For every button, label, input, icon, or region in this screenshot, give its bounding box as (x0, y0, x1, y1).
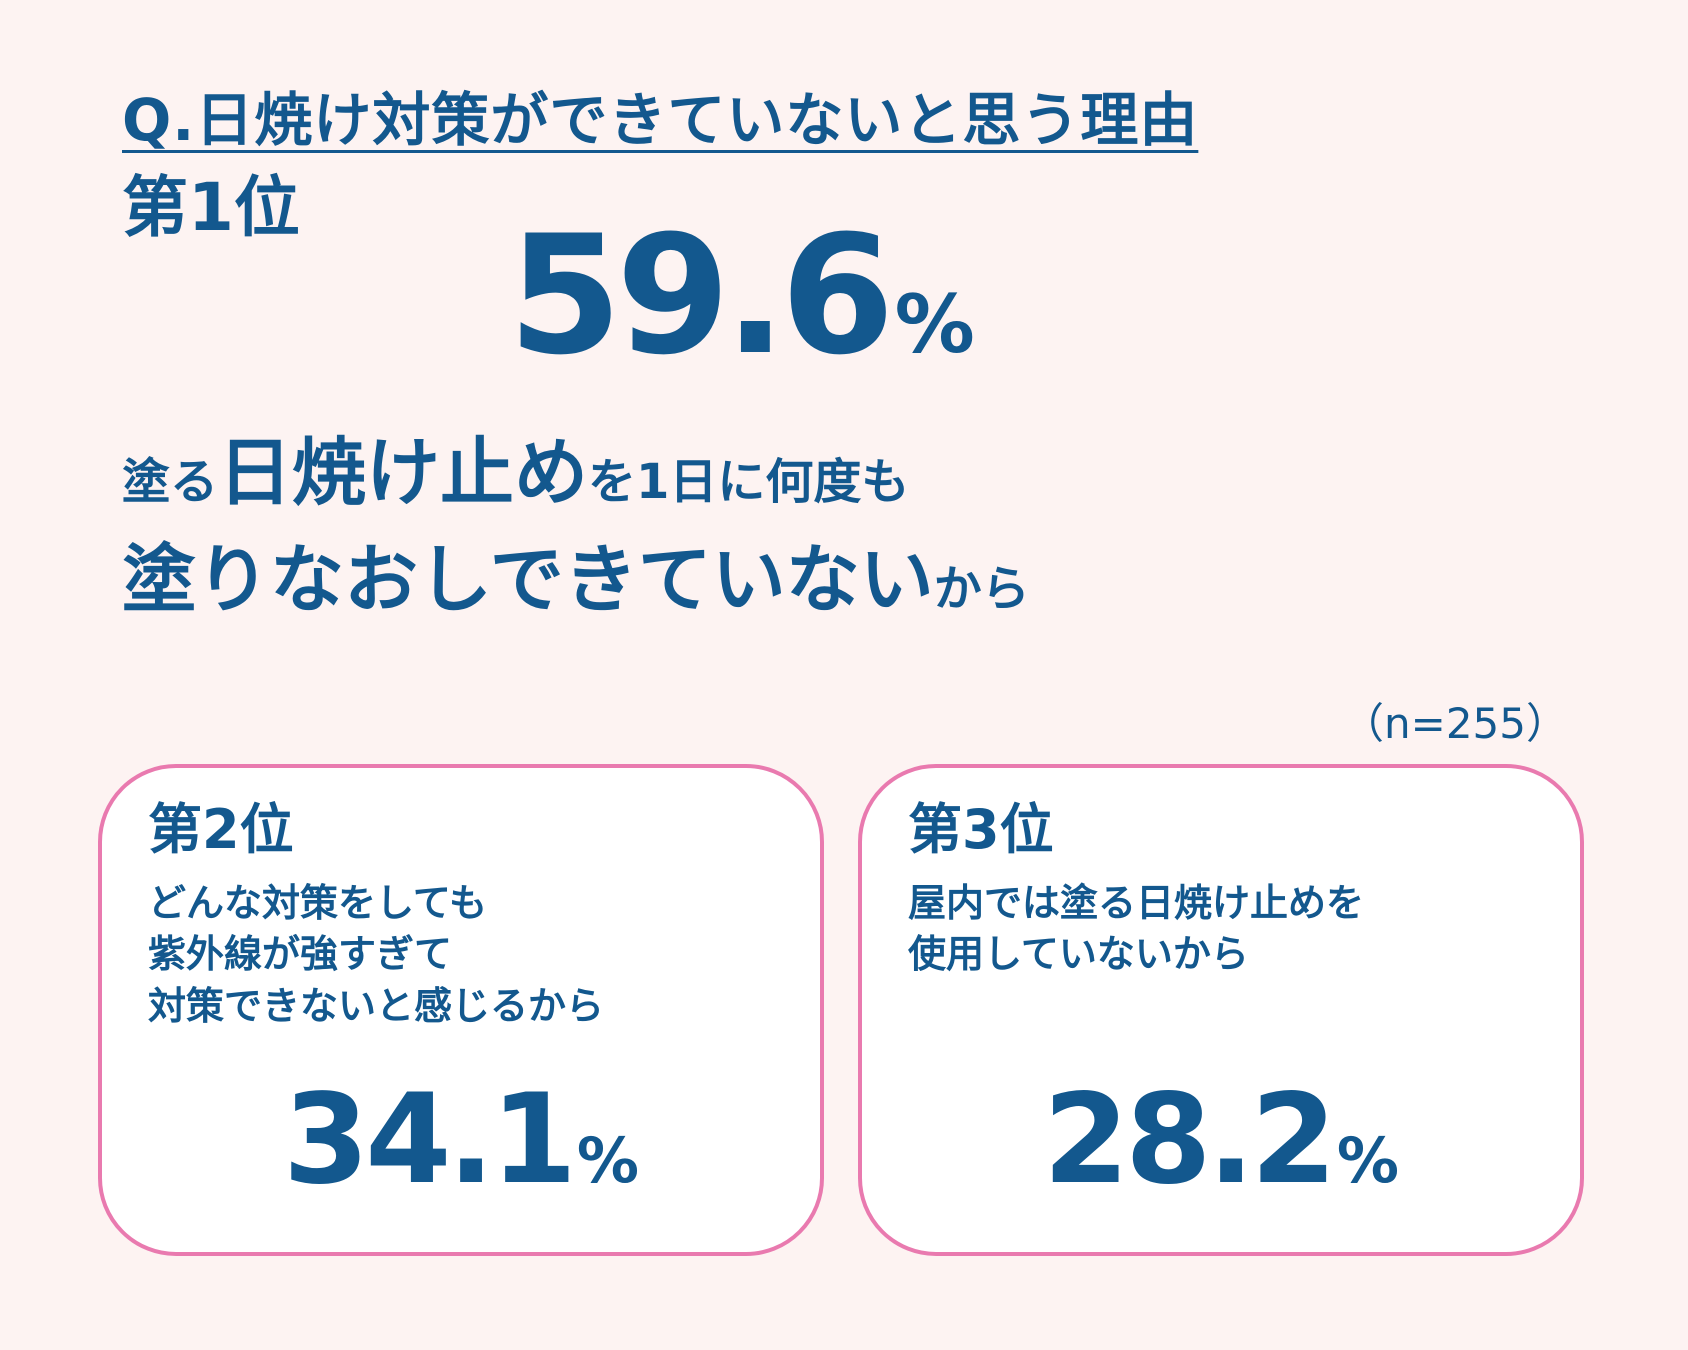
rank-3-reason-line: 使用していないから (908, 932, 1249, 977)
rank-2-reason-line: 紫外線が強すぎて (148, 932, 453, 977)
rank-2-reason: どんな対策をしても 紫外線が強すぎて 対策できないと感じるから (148, 878, 604, 1032)
sample-size: （n=255） (1342, 699, 1568, 748)
rank-3-reason-line: 屋内では塗る日焼け止めを (908, 881, 1365, 925)
reason-1-text-d: 塗りなおしできていない (122, 537, 934, 624)
rank-2-percentage: 34.1% (102, 1078, 820, 1202)
rank-3-percentage: 28.2% (862, 1078, 1580, 1202)
rank-1-unit: % (894, 278, 975, 371)
rank-2-reason-line: どんな対策をしても (148, 881, 487, 925)
reason-1-text-c: を1日に何度も (588, 454, 910, 510)
rank-1-reason: 塗る日焼け止めを1日に何度も 塗りなおしできていないから (122, 420, 1030, 635)
reason-1-text-e: から (933, 561, 1030, 618)
rank-3-unit: % (1336, 1124, 1400, 1197)
rank-2-value: 34.1 (282, 1068, 577, 1212)
rank-1-reason-line-2: 塗りなおしできていないから (122, 527, 1030, 634)
rank-3-reason: 屋内では塗る日焼け止めを 使用していないから (908, 878, 1364, 981)
reason-1-text-b: 日焼け止め (218, 430, 589, 516)
question-title: Q.日焼け対策ができていないと思う理由 (122, 86, 1199, 154)
rank-1-label: 第1位 (122, 169, 300, 246)
rank-1-reason-line-1: 塗る日焼け止めを1日に何度も (122, 420, 1030, 527)
rank-2-unit: % (576, 1124, 640, 1197)
rank-2-reason-line: 対策できないと感じるから (148, 983, 605, 1028)
rank-3-value: 28.2 (1042, 1068, 1337, 1212)
rank-1-value: 59.6 (508, 200, 895, 391)
reason-1-text-a: 塗る (122, 454, 219, 510)
rank-3-label: 第3位 (908, 798, 1054, 861)
rank-2-label: 第2位 (148, 798, 294, 861)
rank-2-card: 第2位 どんな対策をしても 紫外線が強すぎて 対策できないと感じるから 34.1… (98, 764, 824, 1256)
rank-1-percentage: 59.6% (508, 214, 975, 378)
rank-3-card: 第3位 屋内では塗る日焼け止めを 使用していないから 28.2% (858, 764, 1584, 1256)
